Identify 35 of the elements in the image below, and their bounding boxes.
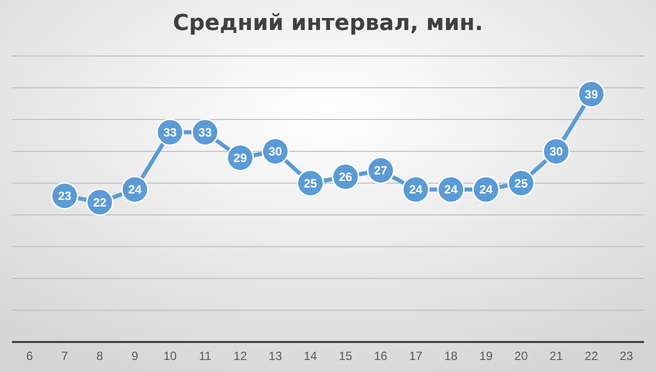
x-tick-label: 18	[444, 349, 458, 363]
x-tick-label: 23	[620, 349, 634, 363]
data-label: 30	[550, 144, 564, 159]
data-label: 27	[374, 164, 388, 178]
data-label: 24	[444, 182, 458, 197]
x-tick-label: 9	[132, 349, 139, 363]
x-tick-label: 10	[163, 349, 177, 363]
data-label: 39	[584, 87, 598, 102]
x-tick-label: 22	[584, 349, 598, 363]
data-label: 24	[409, 182, 423, 197]
x-tick-label: 19	[479, 349, 493, 363]
data-label: 25	[514, 176, 528, 190]
data-label: 33	[198, 125, 212, 140]
data-label: 29	[234, 150, 248, 165]
x-tick-label: 16	[374, 349, 388, 363]
data-label: 22	[93, 195, 107, 210]
data-label: 24	[128, 182, 142, 197]
data-label: 30	[268, 144, 282, 159]
x-tick-label: 7	[61, 349, 68, 363]
data-label: 25	[304, 176, 318, 190]
x-tick-label: 11	[198, 349, 212, 363]
data-label: 24	[479, 182, 493, 197]
x-tick-label: 15	[338, 349, 353, 363]
data-label: 26	[338, 170, 353, 184]
x-tick-label: 21	[550, 349, 564, 363]
data-label: 33	[163, 125, 177, 140]
x-tick-label: 6	[26, 349, 34, 363]
x-tick-label: 17	[409, 349, 423, 363]
x-tick-label: 13	[268, 349, 282, 363]
chart-title: Средний интервал, мин.	[172, 11, 484, 36]
data-label: 23	[58, 189, 72, 204]
x-tick-label: 8	[96, 349, 104, 363]
x-tick-label: 14	[304, 349, 318, 363]
x-tick-label: 20	[514, 349, 528, 363]
x-tick-label: 12	[234, 349, 248, 363]
